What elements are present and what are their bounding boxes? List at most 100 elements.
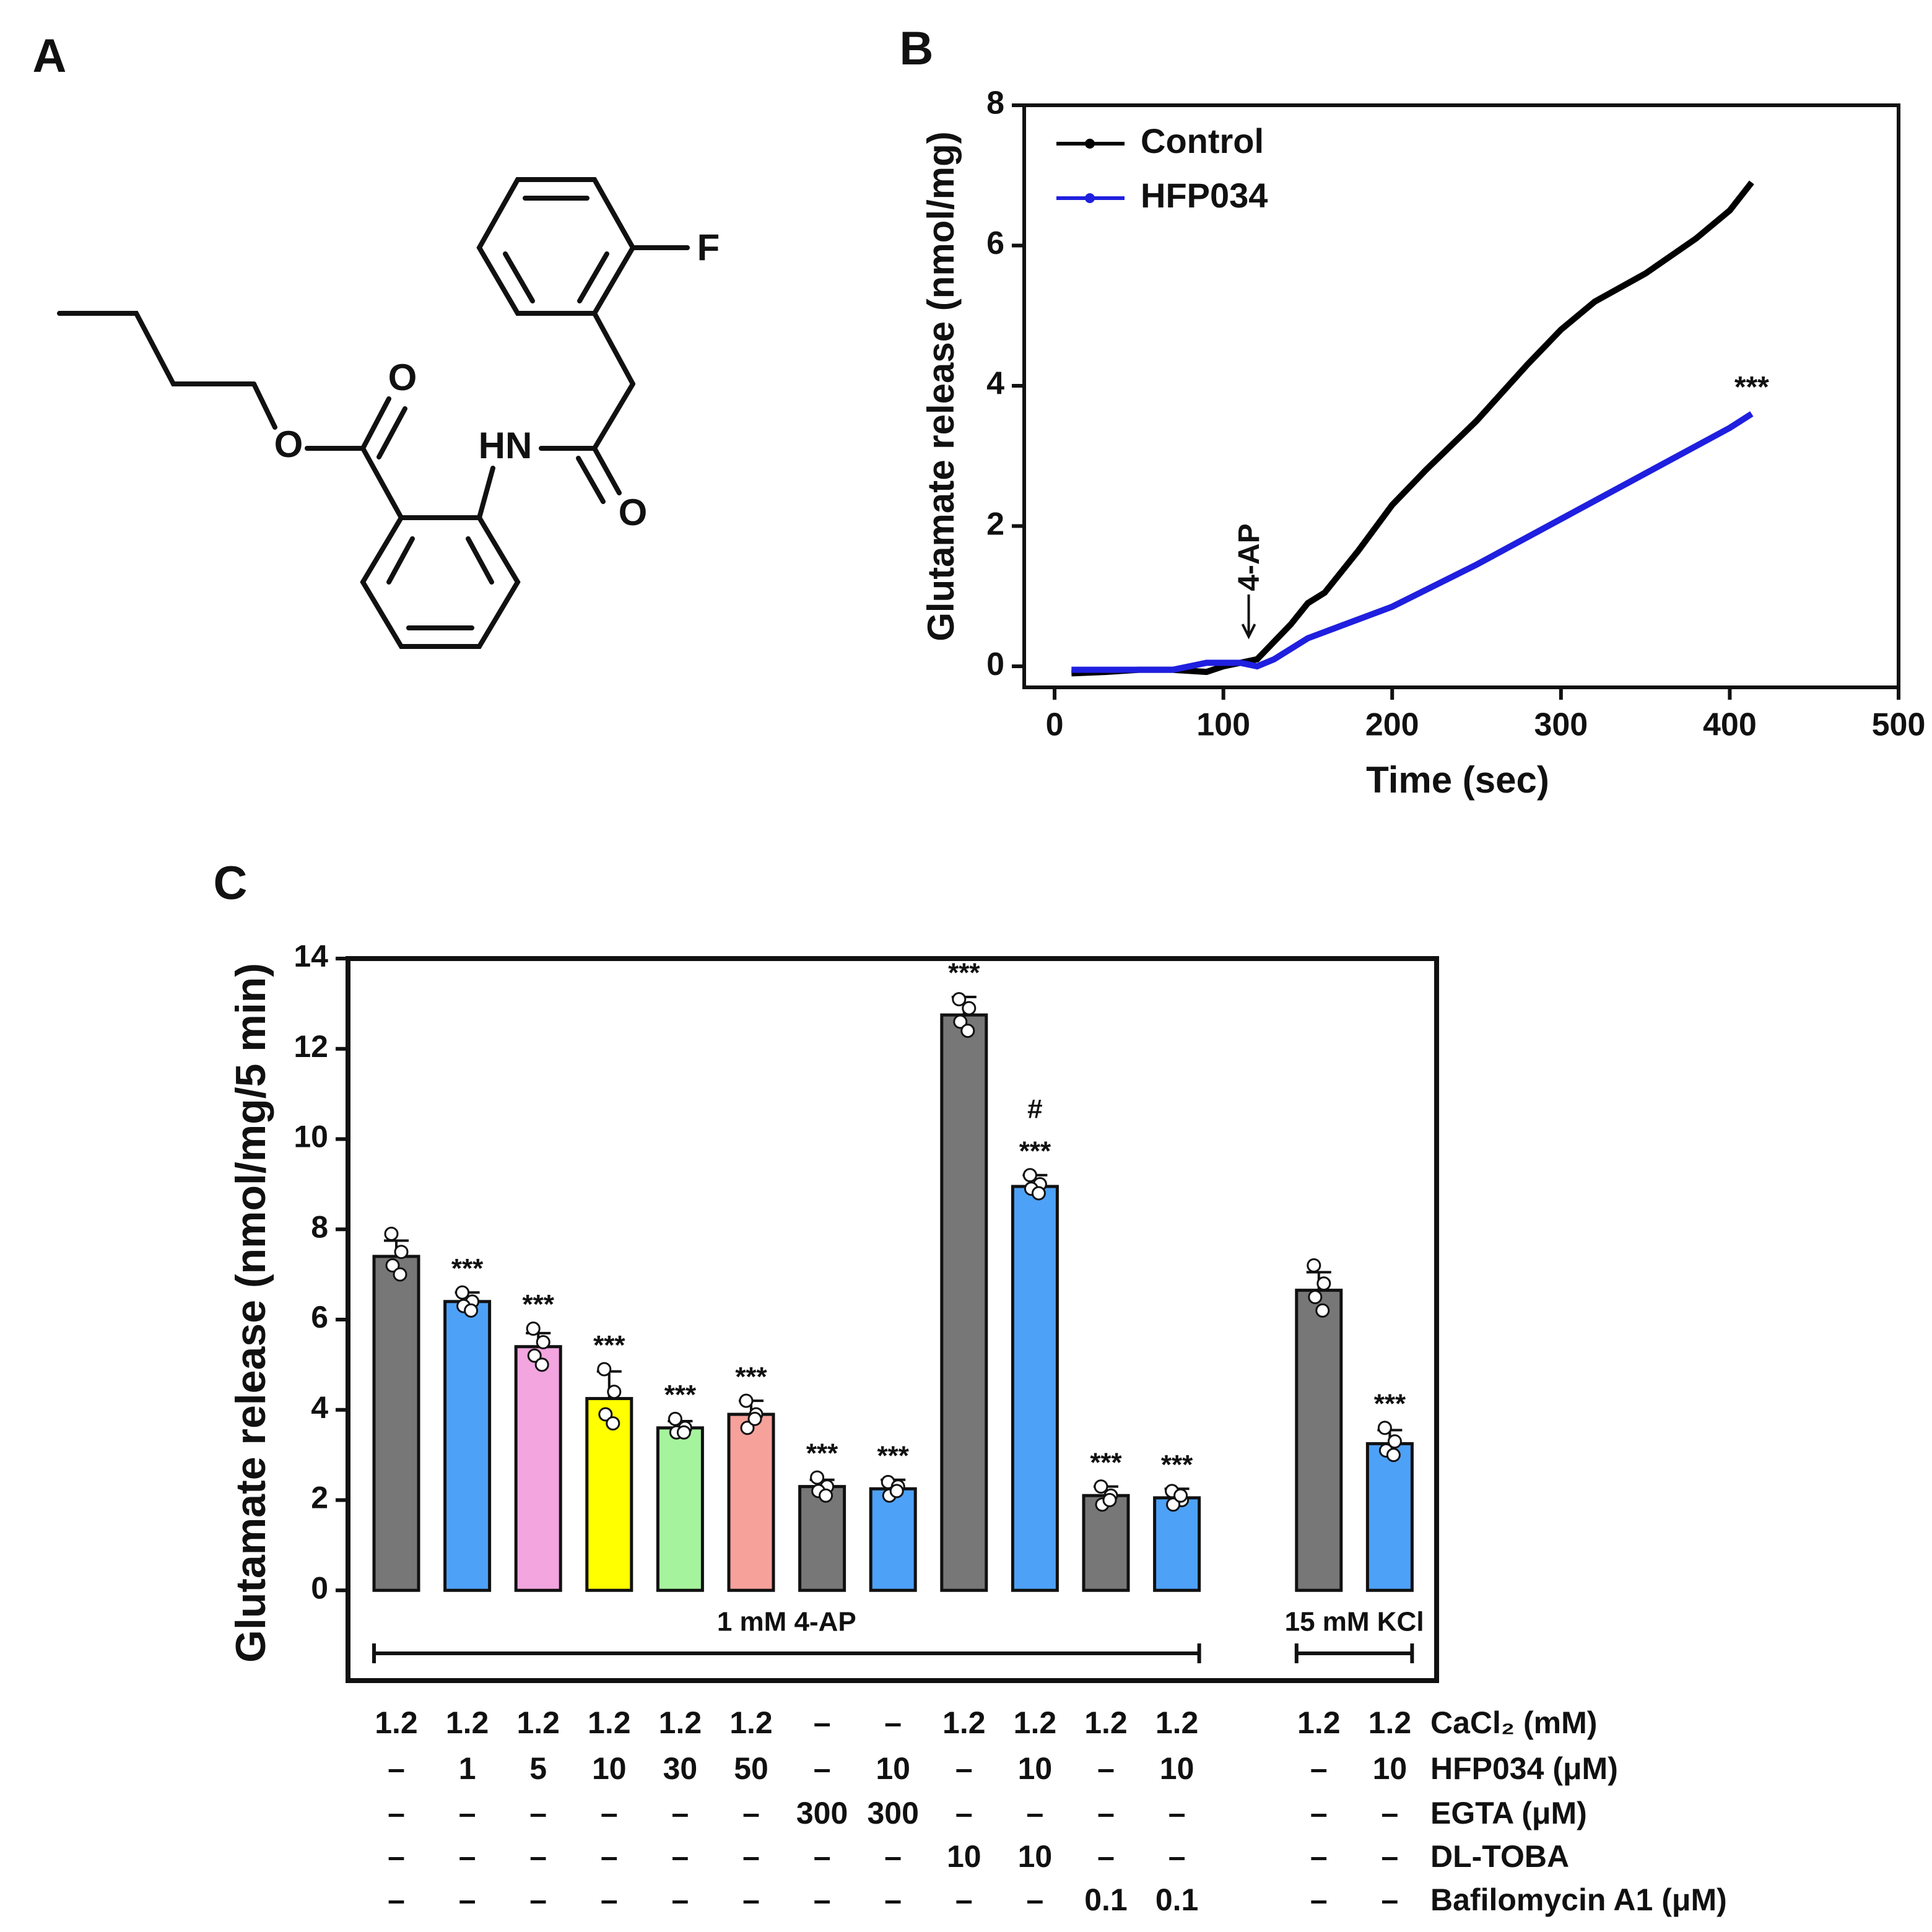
condition-cell: –: [388, 1839, 405, 1874]
condition-cell: –: [459, 1882, 476, 1917]
atom-label: O: [274, 424, 303, 465]
data-point: [1316, 1276, 1331, 1291]
bar: [514, 1345, 562, 1592]
condition-cell: –: [814, 1751, 831, 1786]
panel-label: B: [900, 22, 934, 75]
significance-label: ***: [1090, 1447, 1122, 1477]
data-point: [527, 1348, 542, 1363]
significance-label: ***: [1161, 1450, 1193, 1480]
atom-label: F: [697, 227, 720, 268]
annotation-arrow-head: [1241, 624, 1256, 640]
data-point: [607, 1385, 622, 1399]
condition-cell: 10: [876, 1751, 910, 1786]
data-point: [668, 1411, 682, 1426]
data-point: [536, 1334, 550, 1349]
data-point: [1166, 1497, 1181, 1512]
significance-label: ***: [806, 1438, 838, 1469]
data-point: [810, 1470, 825, 1485]
condition-cell: 10: [1160, 1751, 1194, 1786]
condition-cell: 1.2: [1155, 1705, 1199, 1740]
condition-cell: –: [388, 1751, 405, 1786]
data-point: [598, 1407, 613, 1422]
x-tick-label: 300: [1534, 707, 1588, 743]
condition-cell: –: [529, 1796, 547, 1830]
condition-cell: –: [671, 1796, 689, 1830]
condition-cell: 1.2: [1014, 1705, 1057, 1740]
condition-cell: –: [742, 1796, 760, 1830]
x-tick-label: 0: [1046, 707, 1064, 743]
condition-cell: 300: [867, 1796, 918, 1830]
data-point: [1308, 1290, 1323, 1305]
legend-label: Control: [1141, 121, 1264, 160]
x-tick-label: 200: [1365, 707, 1419, 743]
condition-cell: –: [671, 1839, 689, 1874]
condition-cell: –: [671, 1882, 689, 1917]
condition-cell: 1.2: [516, 1705, 560, 1740]
data-point: [455, 1285, 470, 1300]
data-point: [1307, 1258, 1321, 1273]
condition-cell: –: [1168, 1796, 1186, 1830]
condition-cell: –: [884, 1839, 902, 1874]
condition-cell: –: [1310, 1882, 1328, 1917]
condition-label: EGTA (μM): [1430, 1796, 1587, 1830]
atom-label: O: [619, 492, 648, 533]
condition-cell: –: [459, 1796, 476, 1830]
condition-label: Bafilomycin A1 (μM): [1430, 1882, 1727, 1917]
bar: [798, 1485, 846, 1592]
y-tick-label: 6: [311, 1300, 328, 1334]
condition-cell: 10: [1018, 1751, 1053, 1786]
condition-cell: –: [814, 1705, 831, 1740]
y-tick-label: 2: [986, 506, 1004, 542]
condition-cell: 30: [663, 1751, 698, 1786]
condition-cell: –: [459, 1839, 476, 1874]
annotation: ***: [1734, 371, 1769, 404]
legend-label: HFP034: [1141, 176, 1268, 215]
condition-label: HFP034 (μM): [1430, 1751, 1618, 1786]
group-label: 1 mM 4-AP: [717, 1607, 856, 1637]
data-point: [1377, 1421, 1392, 1435]
y-tick-label: 4: [311, 1390, 328, 1425]
condition-cell: –: [601, 1839, 618, 1874]
bar: [869, 1487, 917, 1592]
legend-marker: [1085, 193, 1095, 203]
y-tick-label: 4: [986, 366, 1004, 402]
y-tick-label: 2: [311, 1481, 328, 1515]
data-point: [606, 1416, 620, 1431]
y-tick-label: 10: [294, 1120, 328, 1154]
condition-cell: –: [1310, 1751, 1328, 1786]
y-tick-label: 14: [294, 939, 328, 973]
condition-cell: 300: [796, 1796, 848, 1830]
bar: [1365, 1442, 1414, 1592]
bar: [372, 1255, 420, 1592]
y-axis-label: Glutamate release (nmol/mg/5 min): [227, 963, 274, 1663]
chemical-structure: F O HN O O: [57, 177, 720, 649]
condition-cell: 1.2: [1084, 1705, 1128, 1740]
data-point: [1386, 1448, 1401, 1463]
significance-label: ***: [1374, 1389, 1406, 1419]
condition-cell: –: [1026, 1796, 1043, 1830]
plot-frame: [1022, 103, 1900, 689]
condition-cell: –: [1097, 1796, 1115, 1830]
condition-cell: 50: [734, 1751, 768, 1786]
significance-label: ***: [877, 1440, 910, 1471]
significance-label: ***: [735, 1362, 767, 1392]
condition-cell: –: [388, 1796, 405, 1830]
data-point: [1315, 1303, 1330, 1318]
data-point: [819, 1488, 833, 1503]
condition-cell: –: [955, 1882, 973, 1917]
bar: [727, 1412, 775, 1592]
condition-cell: –: [388, 1882, 405, 1917]
condition-cell: 1: [459, 1751, 476, 1786]
bar: [656, 1426, 704, 1592]
condition-cell: –: [742, 1839, 760, 1874]
panel-label: C: [214, 857, 248, 910]
data-point: [385, 1258, 400, 1273]
bar: [1153, 1496, 1201, 1592]
x-tick-label: 400: [1703, 707, 1757, 743]
condition-cell: –: [1097, 1839, 1115, 1874]
bar: [940, 1013, 988, 1592]
condition-cell: 1.2: [588, 1705, 631, 1740]
bar: [1295, 1289, 1343, 1592]
data-point: [534, 1357, 549, 1372]
